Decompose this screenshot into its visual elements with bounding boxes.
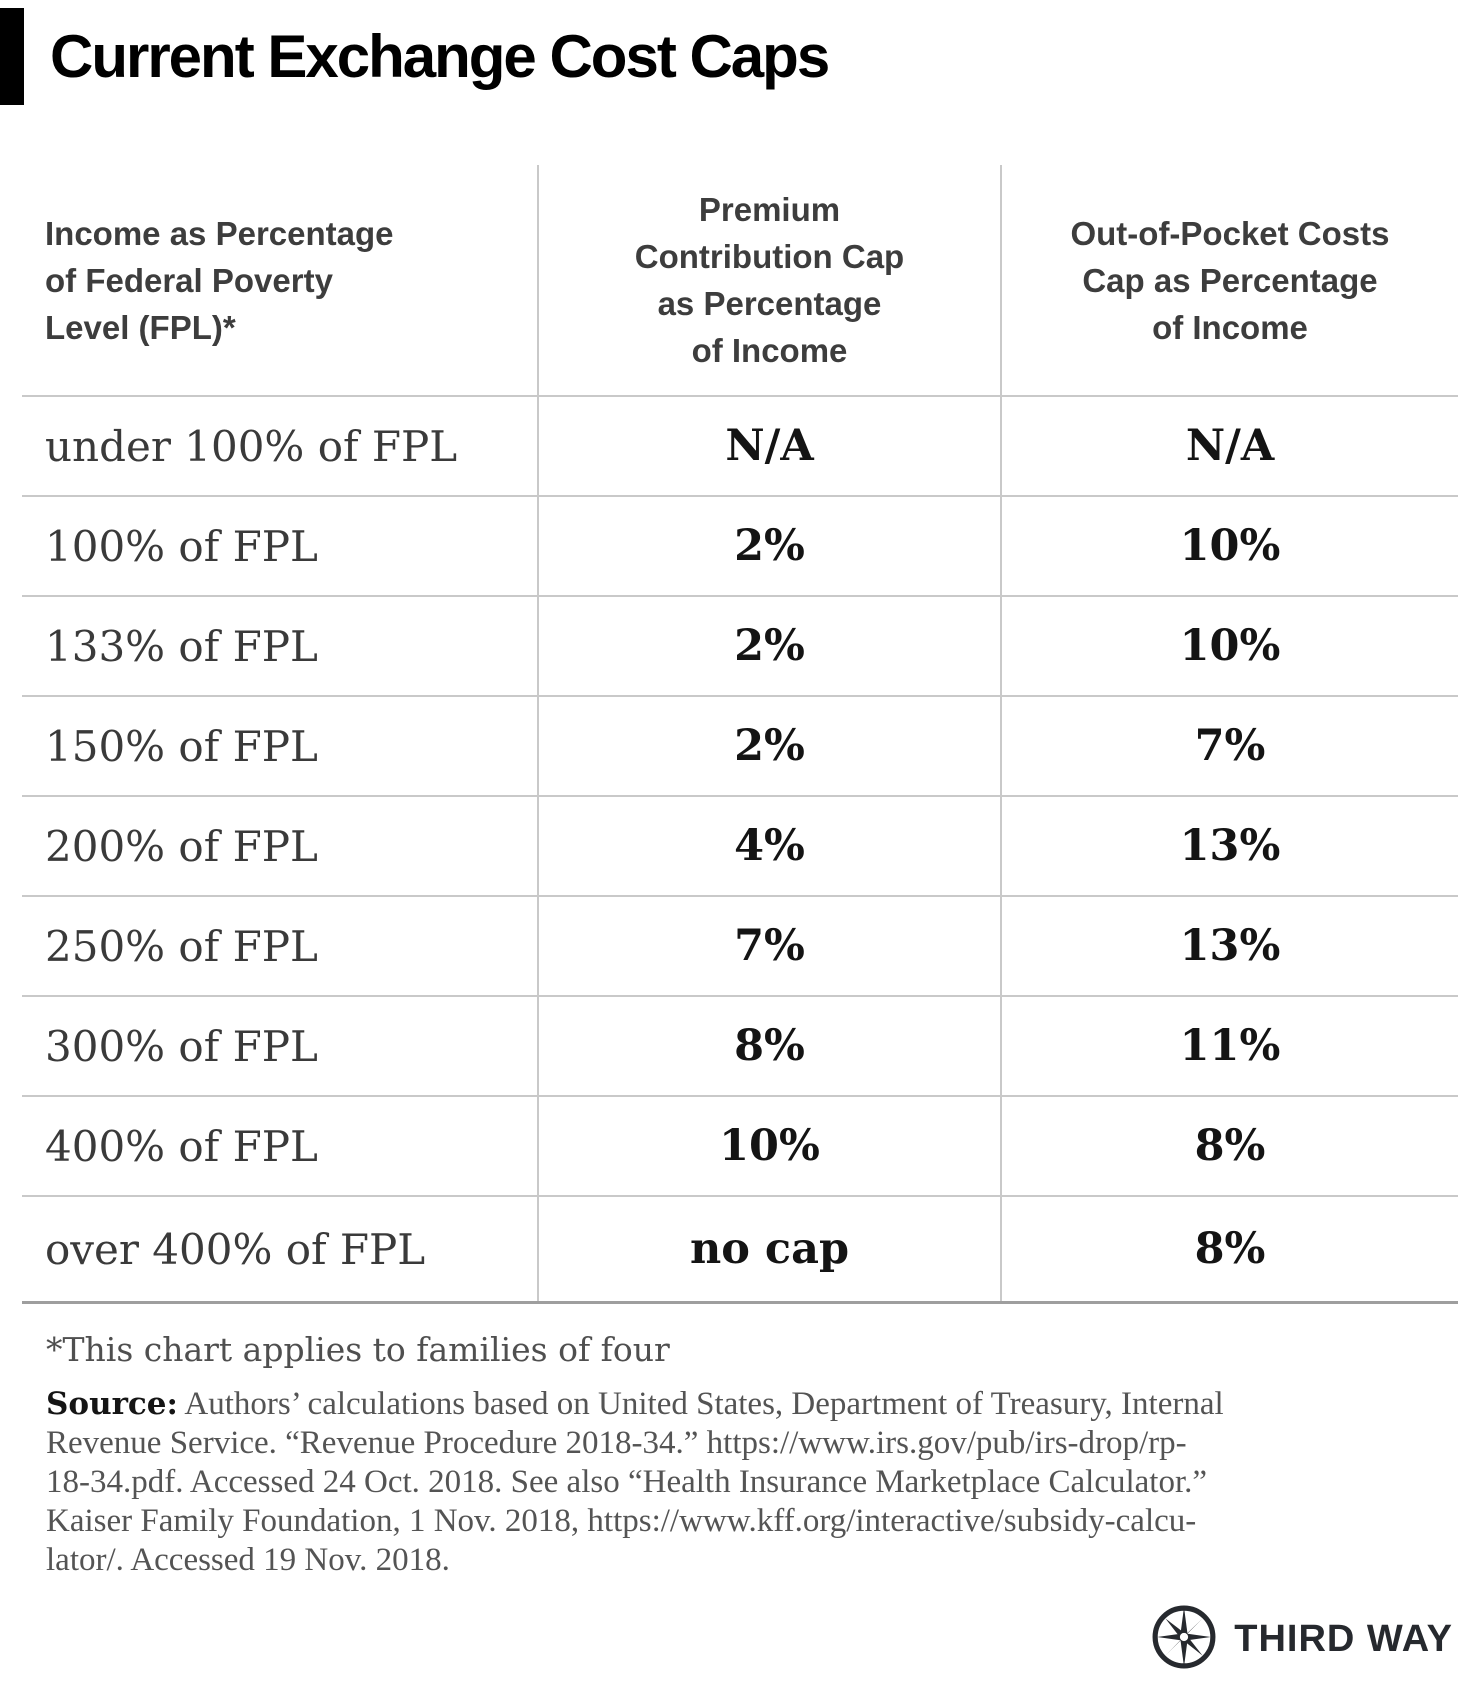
oop-cap-cell: 13% — [1000, 895, 1458, 995]
header-line: Income as Percentage — [45, 214, 394, 252]
header-line: Cap as Percentage — [1082, 261, 1378, 299]
oop-cap-value: 8% — [1194, 1224, 1266, 1274]
oop-cap-cell: 10% — [1000, 595, 1458, 695]
premium-cap-value: 8% — [734, 1021, 805, 1071]
header-line: Contribution Cap — [634, 238, 905, 275]
premium-cap-cell: 7% — [537, 895, 1000, 995]
cost-caps-table: Income as Percentage of Federal Poverty … — [22, 165, 1458, 1304]
source-line: Revenue Service. “Revenue Procedure 2018… — [46, 1425, 1187, 1461]
premium-cap-value: 2% — [734, 721, 805, 771]
oop-cap-cell: N/A — [1000, 395, 1458, 495]
income-bracket-cell: 200% of FPL — [22, 795, 537, 895]
column-header-income: Income as Percentage of Federal Poverty … — [22, 165, 537, 395]
column-header-oop-cap: Out-of-Pocket Costs Cap as Percentage of… — [1000, 165, 1458, 395]
income-bracket-cell: over 400% of FPL — [22, 1195, 537, 1301]
premium-cap-cell: 2% — [537, 495, 1000, 595]
oop-cap-value: 11% — [1179, 1021, 1281, 1071]
compass-icon — [1151, 1604, 1217, 1675]
source-line: 18-34.pdf. Accessed 24 Oct. 2018. See al… — [46, 1464, 1208, 1500]
income-bracket: over 400% of FPL — [45, 1224, 426, 1274]
income-bracket-cell: 100% of FPL — [22, 495, 537, 595]
title-accent-bar — [0, 8, 24, 105]
oop-cap-cell: 11% — [1000, 995, 1458, 1095]
header-line: Premium — [698, 191, 841, 228]
oop-cap-cell: 10% — [1000, 495, 1458, 595]
income-bracket-cell: 300% of FPL — [22, 995, 537, 1095]
header-line: as Percentage — [657, 285, 882, 322]
source-text: Authors’ calculations based on United St… — [184, 1386, 1224, 1422]
premium-cap-cell: 10% — [537, 1095, 1000, 1195]
premium-cap-value: N/A — [725, 421, 814, 471]
logo-wordmark: THIRD WAY — [1234, 1618, 1453, 1660]
premium-cap-value: 10% — [719, 1121, 820, 1171]
income-bracket: 200% of FPL — [45, 821, 318, 871]
source-line: lator/. Accessed 19 Nov. 2018. — [46, 1542, 450, 1578]
premium-cap-cell: 8% — [537, 995, 1000, 1095]
income-bracket: 250% of FPL — [45, 921, 318, 971]
premium-cap-value: 7% — [734, 921, 805, 971]
premium-cap-value: 4% — [734, 821, 805, 871]
oop-cap-value: 10% — [1179, 521, 1281, 571]
premium-cap-value: 2% — [734, 521, 805, 571]
premium-cap-value: no cap — [689, 1224, 850, 1274]
header-line: Out-of-Pocket Costs — [1070, 214, 1390, 252]
income-bracket: 300% of FPL — [45, 1021, 318, 1071]
income-bracket: 150% of FPL — [45, 721, 318, 771]
source-line: Source: Authors’ calculations based on U… — [46, 1385, 1450, 1424]
header-line: of Federal Poverty — [45, 261, 333, 299]
oop-cap-cell: 8% — [1000, 1195, 1458, 1301]
oop-cap-value: 10% — [1179, 621, 1281, 671]
header-line: of Income — [691, 332, 848, 369]
oop-cap-cell: 8% — [1000, 1095, 1458, 1195]
third-way-logo: THIRD WAY — [0, 1604, 1453, 1675]
source-citation: Source: Authors’ calculations based on U… — [46, 1385, 1450, 1580]
source-label: Source: — [46, 1386, 178, 1422]
oop-cap-cell: 13% — [1000, 795, 1458, 895]
header-line: Level (FPL)* — [45, 308, 236, 346]
header-line: of Income — [1152, 308, 1308, 346]
source-line: Kaiser Family Foundation, 1 Nov. 2018, h… — [46, 1503, 1197, 1539]
table-footnote: *This chart applies to families of four — [46, 1330, 670, 1369]
oop-cap-value: 8% — [1194, 1121, 1266, 1171]
title-block: Current Exchange Cost Caps — [0, 8, 1480, 105]
income-bracket-cell: 250% of FPL — [22, 895, 537, 995]
oop-cap-value: 13% — [1179, 921, 1281, 971]
income-bracket: under 100% of FPL — [45, 421, 458, 471]
income-bracket: 133% of FPL — [45, 621, 318, 671]
oop-cap-value: 13% — [1179, 821, 1281, 871]
premium-cap-cell: N/A — [537, 395, 1000, 495]
premium-cap-cell: 2% — [537, 695, 1000, 795]
premium-cap-cell: 2% — [537, 595, 1000, 695]
income-bracket-cell: 133% of FPL — [22, 595, 537, 695]
oop-cap-value: 7% — [1194, 721, 1266, 771]
oop-cap-cell: 7% — [1000, 695, 1458, 795]
premium-cap-cell: no cap — [537, 1195, 1000, 1301]
income-bracket: 400% of FPL — [45, 1121, 318, 1171]
premium-cap-cell: 4% — [537, 795, 1000, 895]
premium-cap-value: 2% — [734, 621, 805, 671]
column-header-premium-cap: Premium Contribution Cap as Percentage o… — [537, 165, 1000, 395]
page-title: Current Exchange Cost Caps — [50, 23, 830, 90]
income-bracket: 100% of FPL — [45, 521, 318, 571]
income-bracket-cell: 150% of FPL — [22, 695, 537, 795]
income-bracket-cell: 400% of FPL — [22, 1095, 537, 1195]
oop-cap-value: N/A — [1185, 421, 1275, 471]
income-bracket-cell: under 100% of FPL — [22, 395, 537, 495]
